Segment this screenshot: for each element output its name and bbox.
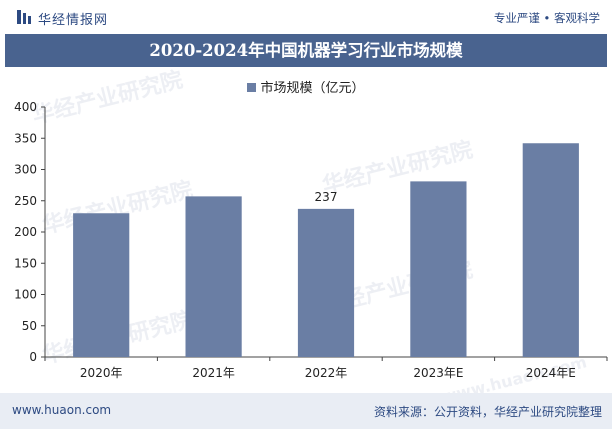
data-label: 237 xyxy=(315,190,338,204)
y-tick-label: 250 xyxy=(14,194,37,208)
y-tick-label: 100 xyxy=(14,288,37,302)
bar xyxy=(410,181,467,357)
chart-title: 2020-2024年中国机器学习行业市场规模 xyxy=(5,34,607,67)
footer-bar: www.huaon.com 资料来源：公开资料，华经产业研究院整理 xyxy=(0,393,612,429)
x-tick-label: 2021年 xyxy=(192,366,235,380)
slogan: 专业严谨 • 客观科学 xyxy=(493,11,600,25)
x-tick-label: 2024年E xyxy=(526,366,576,380)
y-tick-label: 200 xyxy=(14,225,37,239)
chart-legend: 市场规模（亿元） xyxy=(0,77,612,96)
bar xyxy=(522,143,579,357)
footer-url[interactable]: www.huaon.com xyxy=(12,403,112,417)
x-tick-label: 2022年 xyxy=(305,366,348,380)
legend-label: 市场规模（亿元） xyxy=(260,81,365,96)
y-tick-label: 350 xyxy=(14,131,37,145)
y-tick-label: 50 xyxy=(22,319,37,333)
bar-chart: 0 50 100 150 200 250 300 350 400 2020年 2021年 2022年 2… xyxy=(14,100,608,380)
x-tick-label: 2020年 xyxy=(80,366,123,380)
logo-icon xyxy=(17,10,31,24)
x-tick-label: 2023年E xyxy=(413,366,463,380)
bar xyxy=(185,196,242,357)
y-tick-label: 400 xyxy=(14,100,37,114)
y-tick-label: 300 xyxy=(14,163,37,177)
bar xyxy=(297,208,355,357)
header-bar: 华经情报网 专业严谨 • 客观科学 xyxy=(0,0,612,34)
y-tick-label: 150 xyxy=(14,256,37,270)
data-source: 资料来源：公开资料，华经产业研究院整理 xyxy=(373,405,602,419)
y-tick-label: 0 xyxy=(29,350,37,364)
legend-swatch xyxy=(247,83,257,92)
bar xyxy=(73,213,130,357)
brand-name: 华经情报网 xyxy=(38,13,109,28)
